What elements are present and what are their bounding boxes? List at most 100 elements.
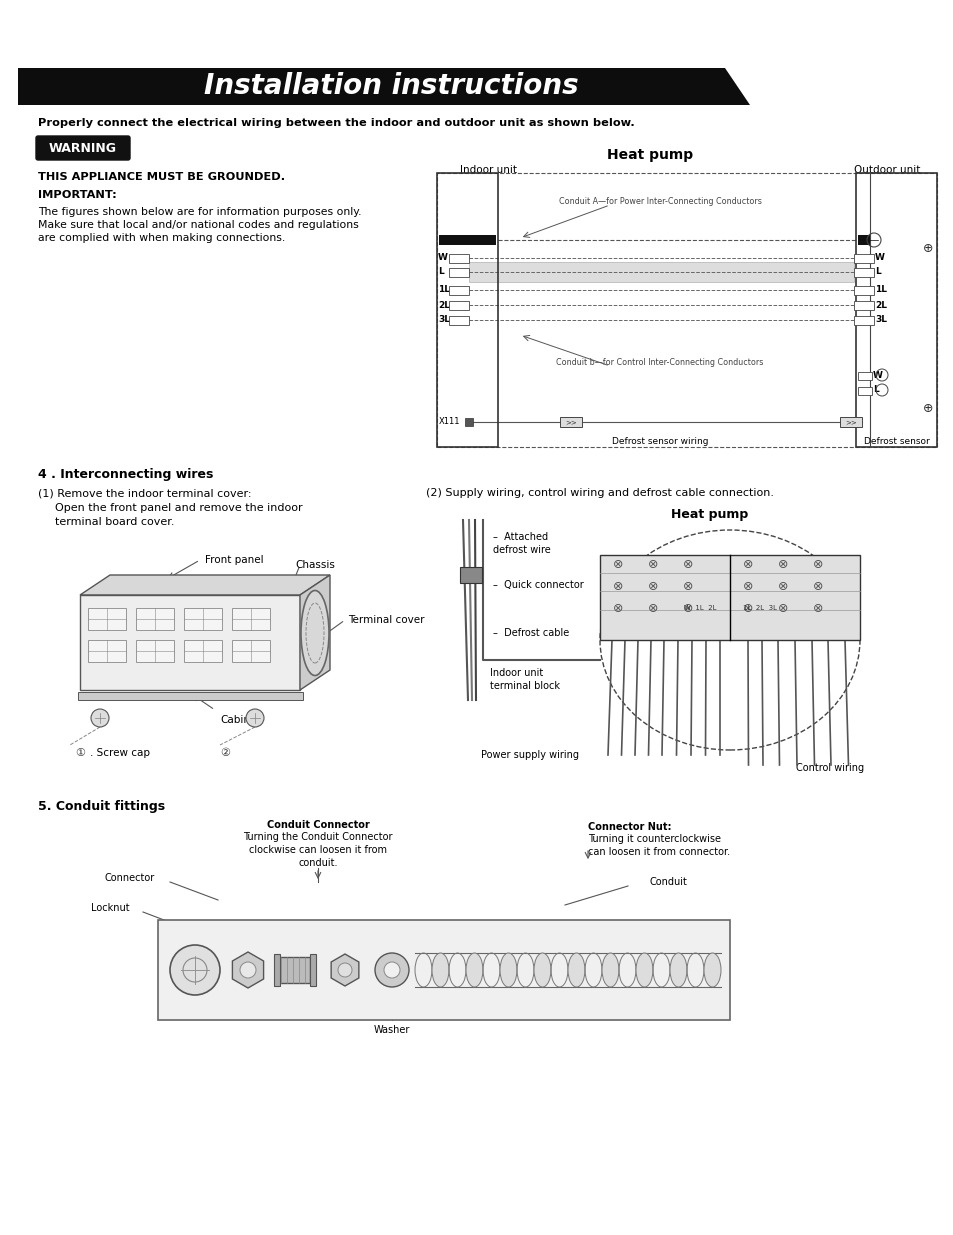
Bar <box>184 608 222 630</box>
Bar <box>274 953 280 986</box>
Text: Front panel: Front panel <box>205 555 263 564</box>
Bar <box>277 957 310 983</box>
Text: ⊗: ⊗ <box>682 580 693 594</box>
Text: W: W <box>437 253 447 263</box>
Text: 3L: 3L <box>437 315 450 325</box>
Text: –  Attached
defrost wire: – Attached defrost wire <box>493 532 550 556</box>
Text: IMPORTANT:: IMPORTANT: <box>38 190 116 200</box>
Text: Power supply wiring: Power supply wiring <box>480 750 578 760</box>
Bar <box>136 640 173 662</box>
Ellipse shape <box>636 953 652 987</box>
Text: 3L: 3L <box>874 315 886 325</box>
Polygon shape <box>233 952 263 988</box>
Text: The figures shown below are for information purposes only.: The figures shown below are for informat… <box>38 207 361 217</box>
Bar <box>232 608 270 630</box>
Text: ⊗: ⊗ <box>647 558 658 572</box>
Bar <box>853 316 873 325</box>
Text: ⊗: ⊗ <box>777 603 787 615</box>
Bar <box>459 567 481 583</box>
Text: Conduit A—for Power Inter-Connecting Conductors: Conduit A—for Power Inter-Connecting Con… <box>558 198 760 206</box>
Polygon shape <box>331 953 358 986</box>
Bar <box>449 287 469 295</box>
Text: ⊗: ⊗ <box>612 603 622 615</box>
Text: WARNING: WARNING <box>49 142 117 154</box>
Text: >>: >> <box>564 419 577 425</box>
FancyBboxPatch shape <box>36 136 130 161</box>
Ellipse shape <box>703 953 720 987</box>
Text: ⊗: ⊗ <box>612 580 622 594</box>
Text: W: W <box>872 370 882 379</box>
Text: ⊗: ⊗ <box>682 603 693 615</box>
Text: –  Defrost cable: – Defrost cable <box>493 629 569 638</box>
Circle shape <box>384 962 399 978</box>
Text: ①: ① <box>75 748 85 758</box>
Text: . Screw cap: . Screw cap <box>90 748 150 758</box>
Text: L: L <box>437 268 443 277</box>
Text: ⊗: ⊗ <box>777 580 787 594</box>
Text: ⊗: ⊗ <box>742 580 753 594</box>
Bar <box>449 301 469 310</box>
Text: Outdoor unit: Outdoor unit <box>853 165 919 175</box>
Text: Heat pump: Heat pump <box>671 508 748 521</box>
Bar <box>449 316 469 325</box>
Text: Indoor unit: Indoor unit <box>459 165 517 175</box>
Bar <box>184 640 222 662</box>
Text: L: L <box>872 385 878 394</box>
Text: Open the front panel and remove the indoor: Open the front panel and remove the indo… <box>55 503 302 513</box>
Text: ⊗: ⊗ <box>647 603 658 615</box>
Text: 1L: 1L <box>437 285 450 294</box>
Text: Properly connect the electrical wiring between the indoor and outdoor unit as sh: Properly connect the electrical wiring b… <box>38 119 634 128</box>
Text: ⊕: ⊕ <box>922 242 932 254</box>
Ellipse shape <box>601 953 618 987</box>
Bar <box>438 235 496 245</box>
Text: ⊗: ⊗ <box>647 580 658 594</box>
Bar <box>88 640 126 662</box>
Bar <box>857 235 869 245</box>
Text: THIS APPLIANCE MUST BE GROUNDED.: THIS APPLIANCE MUST BE GROUNDED. <box>38 172 285 182</box>
Text: (2) Supply wiring, control wiring and defrost cable connection.: (2) Supply wiring, control wiring and de… <box>426 488 773 498</box>
Ellipse shape <box>465 953 482 987</box>
Text: ⊕: ⊕ <box>922 401 932 415</box>
Polygon shape <box>299 576 330 690</box>
Bar <box>78 692 303 700</box>
Bar <box>310 953 315 986</box>
Circle shape <box>170 945 220 995</box>
Text: Turning the Conduit Connector
clockwise can loosen it from
conduit.: Turning the Conduit Connector clockwise … <box>243 832 393 868</box>
Text: 1L  2L  3L: 1L 2L 3L <box>742 605 776 611</box>
Text: W  1L  2L: W 1L 2L <box>683 605 716 611</box>
Text: 1L: 1L <box>874 285 886 294</box>
Bar <box>853 301 873 310</box>
Circle shape <box>375 953 409 987</box>
Text: 5. Conduit fittings: 5. Conduit fittings <box>38 800 165 813</box>
Bar <box>232 640 270 662</box>
Bar <box>853 287 873 295</box>
Text: Defrost sensor: Defrost sensor <box>863 437 929 446</box>
Text: (1) Remove the indoor terminal cover:: (1) Remove the indoor terminal cover: <box>38 488 252 498</box>
Text: Turning it counterclockwise
can loosen it from connector.: Turning it counterclockwise can loosen i… <box>587 834 729 857</box>
Text: Connector Nut:: Connector Nut: <box>587 823 671 832</box>
Text: ⊗: ⊗ <box>682 558 693 572</box>
Ellipse shape <box>301 590 329 676</box>
Circle shape <box>91 709 109 727</box>
Bar <box>855 173 936 447</box>
Bar <box>88 608 126 630</box>
Text: Heat pump: Heat pump <box>606 148 692 162</box>
Ellipse shape <box>669 953 686 987</box>
Text: ⊗: ⊗ <box>742 558 753 572</box>
Bar <box>436 173 936 447</box>
Bar <box>136 608 173 630</box>
Text: >>: >> <box>844 419 856 425</box>
Text: 4 . Interconnecting wires: 4 . Interconnecting wires <box>38 468 213 480</box>
Bar <box>449 254 469 263</box>
Bar <box>449 268 469 277</box>
Text: Conduit: Conduit <box>648 877 686 887</box>
Bar <box>599 555 859 640</box>
Ellipse shape <box>534 953 551 987</box>
Bar <box>158 920 729 1020</box>
Bar <box>469 262 853 282</box>
Text: ⊗: ⊗ <box>812 603 822 615</box>
Bar <box>436 173 497 447</box>
Text: Terminal cover: Terminal cover <box>348 615 424 625</box>
Text: ⊗: ⊗ <box>612 558 622 572</box>
Text: 2L: 2L <box>437 300 450 310</box>
